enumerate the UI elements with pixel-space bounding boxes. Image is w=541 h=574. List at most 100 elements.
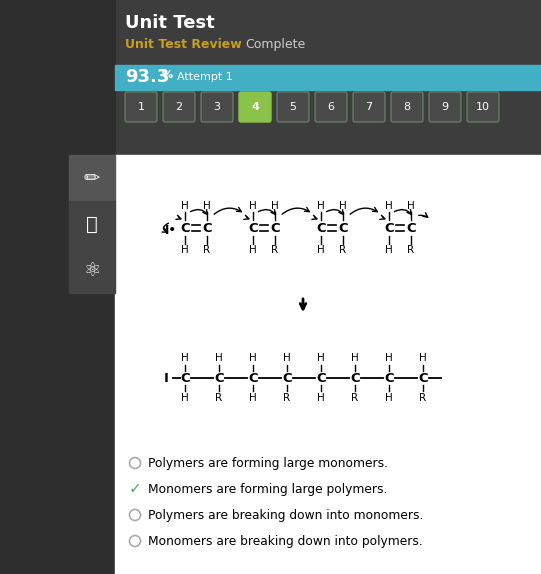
Text: R: R: [283, 393, 291, 403]
Text: C: C: [384, 371, 394, 385]
FancyBboxPatch shape: [239, 92, 271, 122]
Text: H: H: [317, 353, 325, 363]
Circle shape: [129, 457, 141, 468]
Text: H: H: [249, 201, 257, 211]
Text: H: H: [249, 245, 257, 255]
FancyBboxPatch shape: [315, 92, 347, 122]
FancyArrowPatch shape: [394, 210, 412, 215]
Text: H: H: [271, 201, 279, 211]
FancyArrowPatch shape: [419, 213, 428, 217]
Text: Polymers are breaking down into monomers.: Polymers are breaking down into monomers…: [148, 509, 424, 522]
Text: C: C: [350, 371, 360, 385]
Text: H: H: [317, 393, 325, 403]
Text: H: H: [249, 353, 257, 363]
Text: H: H: [181, 353, 189, 363]
Text: C: C: [248, 222, 258, 235]
Text: 4: 4: [251, 102, 259, 112]
Text: Attempt 1: Attempt 1: [177, 72, 233, 83]
Text: H: H: [283, 353, 291, 363]
FancyArrowPatch shape: [350, 207, 378, 214]
Text: 93.3: 93.3: [125, 68, 169, 87]
Text: %: %: [162, 71, 173, 80]
FancyBboxPatch shape: [391, 92, 423, 122]
FancyArrowPatch shape: [176, 215, 181, 219]
Text: H: H: [181, 201, 189, 211]
Text: Polymers are forming large monomers.: Polymers are forming large monomers.: [148, 456, 388, 470]
Text: C: C: [180, 371, 190, 385]
Text: H: H: [181, 245, 189, 255]
FancyBboxPatch shape: [201, 92, 233, 122]
Text: C: C: [316, 371, 326, 385]
Text: C: C: [384, 222, 394, 235]
Text: H: H: [385, 245, 393, 255]
Text: 7: 7: [365, 102, 373, 112]
FancyArrowPatch shape: [326, 210, 344, 215]
FancyBboxPatch shape: [353, 92, 385, 122]
FancyArrowPatch shape: [312, 215, 317, 219]
Text: 9: 9: [441, 102, 448, 112]
Text: 8: 8: [404, 102, 411, 112]
Text: C: C: [214, 371, 224, 385]
Text: ✓: ✓: [129, 482, 141, 497]
Text: R: R: [339, 245, 347, 255]
Text: Monomers are forming large polymers.: Monomers are forming large polymers.: [148, 483, 387, 495]
Text: ⚛: ⚛: [83, 261, 101, 280]
FancyArrowPatch shape: [259, 210, 275, 215]
Text: R: R: [203, 245, 210, 255]
Text: H: H: [203, 201, 211, 211]
Text: R: R: [352, 393, 359, 403]
Text: H: H: [181, 393, 189, 403]
Text: H: H: [385, 353, 393, 363]
FancyArrowPatch shape: [380, 215, 385, 219]
Bar: [69, 247, 115, 293]
FancyBboxPatch shape: [467, 92, 499, 122]
Text: C: C: [180, 222, 190, 235]
Text: 3: 3: [214, 102, 221, 112]
Text: 10: 10: [476, 102, 490, 112]
Text: H: H: [317, 245, 325, 255]
Circle shape: [129, 536, 141, 546]
Text: C: C: [316, 222, 326, 235]
Text: R: R: [407, 245, 414, 255]
FancyArrowPatch shape: [244, 215, 249, 219]
FancyBboxPatch shape: [277, 92, 309, 122]
Text: H: H: [419, 353, 427, 363]
Text: R: R: [215, 393, 222, 403]
Text: I: I: [164, 371, 169, 385]
Text: C: C: [406, 222, 416, 235]
Text: 6: 6: [327, 102, 334, 112]
Text: H: H: [407, 201, 415, 211]
Text: H: H: [249, 393, 257, 403]
Text: H: H: [351, 353, 359, 363]
FancyArrowPatch shape: [282, 207, 309, 214]
Text: C: C: [202, 222, 212, 235]
Text: C: C: [282, 371, 292, 385]
Text: H: H: [385, 201, 393, 211]
FancyBboxPatch shape: [429, 92, 461, 122]
Bar: [115, 65, 541, 90]
FancyBboxPatch shape: [125, 92, 157, 122]
Text: Unit Test: Unit Test: [125, 14, 215, 32]
Circle shape: [129, 510, 141, 521]
Bar: [115, 155, 541, 574]
FancyArrowPatch shape: [214, 207, 241, 214]
Text: C: C: [248, 371, 258, 385]
Text: R: R: [272, 245, 279, 255]
Bar: [69, 155, 115, 201]
FancyBboxPatch shape: [163, 92, 195, 122]
Text: H: H: [317, 201, 325, 211]
Text: 5: 5: [289, 102, 296, 112]
FancyArrowPatch shape: [162, 223, 168, 232]
Text: I•: I•: [165, 223, 177, 236]
Text: C: C: [338, 222, 348, 235]
FancyArrowPatch shape: [190, 210, 207, 215]
Text: 1: 1: [137, 102, 144, 112]
Text: Complete: Complete: [245, 38, 305, 51]
Text: R: R: [419, 393, 426, 403]
Text: C: C: [270, 222, 280, 235]
Text: 🖩: 🖩: [86, 215, 98, 234]
Text: H: H: [215, 353, 223, 363]
Text: Unit Test Review: Unit Test Review: [125, 38, 242, 51]
Text: H: H: [385, 393, 393, 403]
Bar: [0, 0, 115, 574]
